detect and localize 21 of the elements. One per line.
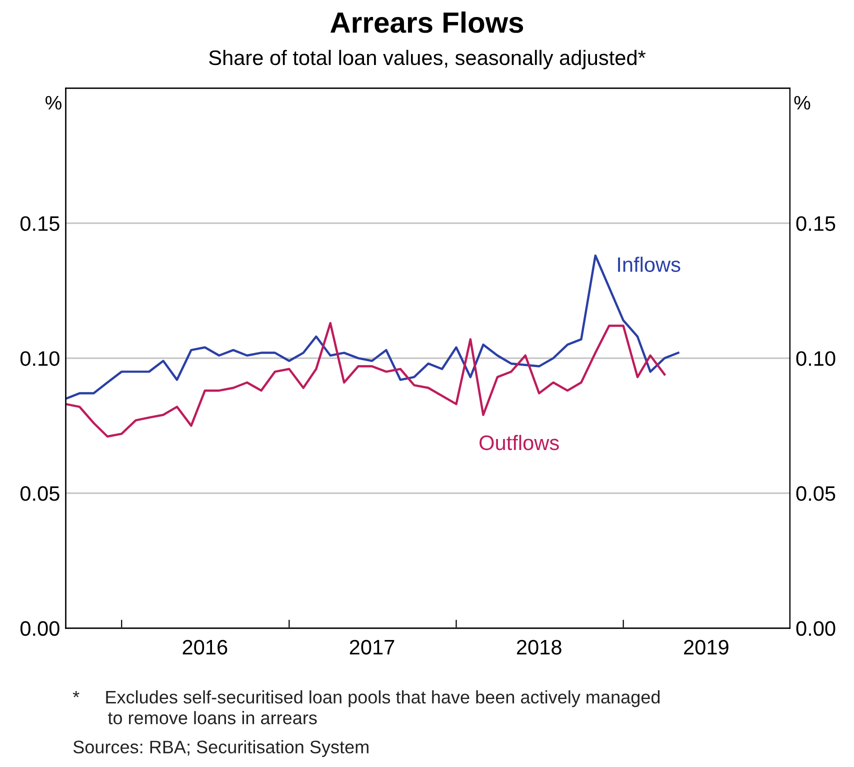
series-label: Outflows	[480, 434, 559, 450]
y2-tick-label: 0.15	[796, 216, 836, 231]
y2-tick-label: 0.05	[796, 486, 836, 501]
line-series	[66, 254, 680, 400]
y-tick-label: 0.00	[20, 621, 60, 636]
chart-title: Arrears Flows	[330, 12, 524, 33]
chart-subtitle: Share of total loan values, seasonally adjusted*	[209, 50, 646, 70]
source-note: Sources: RBA; Securitisation System	[73, 740, 368, 757]
y-tick-label: 0.10	[20, 351, 60, 366]
y2-tick-label: 0.10	[796, 351, 836, 366]
y-tick-label: 0.05	[20, 486, 60, 501]
y-tick-label: 0.15	[20, 216, 60, 231]
series-label: Inflows	[618, 256, 680, 272]
y-axis-title: %	[46, 96, 62, 110]
x-tick-label: 2017	[350, 640, 394, 655]
x-tick-label: 2018	[516, 640, 562, 655]
y2-axis-title: %	[794, 96, 810, 110]
text: * Excludes self-securitised loan pools that have been actively managed to remove loans in arrears	[72, 690, 660, 724]
x-tick-label: 2019	[684, 640, 728, 655]
x-tick-label: 2016	[182, 640, 228, 655]
y2-tick-label: 0.00	[796, 621, 836, 636]
